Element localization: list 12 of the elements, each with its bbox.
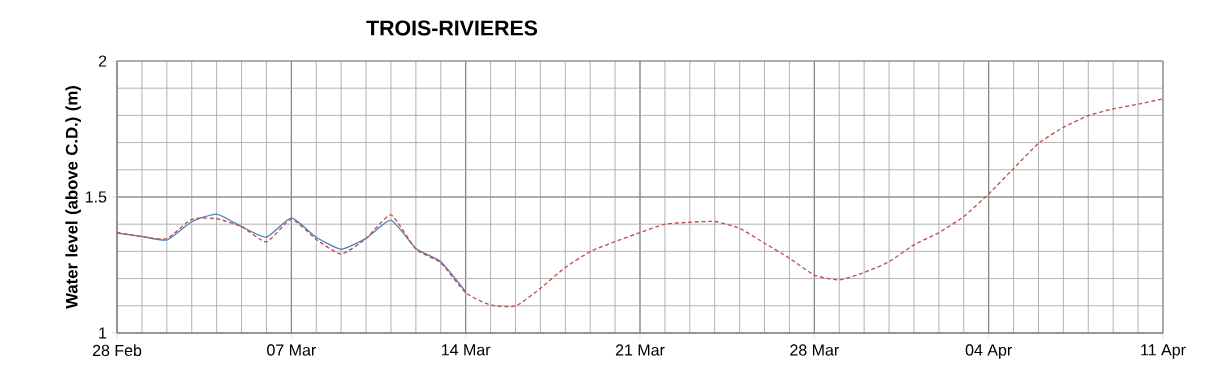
x-tick-label: 14 Mar xyxy=(441,344,491,356)
y-tick-label: 2 xyxy=(98,55,107,67)
x-tick-label: 04 Apr xyxy=(965,344,1012,359)
x-tick-label: 28 Mar xyxy=(790,344,839,356)
y-tick-label: 1 xyxy=(99,327,107,339)
chart-title: TROIS-RIVIERES xyxy=(366,20,538,36)
y-axis-title: Water level (above C.D.) (m) xyxy=(65,86,81,309)
x-tick-label: 07 Mar xyxy=(267,344,316,356)
x-tick-label: 28 Feb xyxy=(92,344,142,357)
x-tick-label: 11 Apr xyxy=(1141,344,1186,359)
y-tick-label: 1.5 xyxy=(85,191,107,203)
x-tick-label: 21 Mar xyxy=(615,344,665,356)
